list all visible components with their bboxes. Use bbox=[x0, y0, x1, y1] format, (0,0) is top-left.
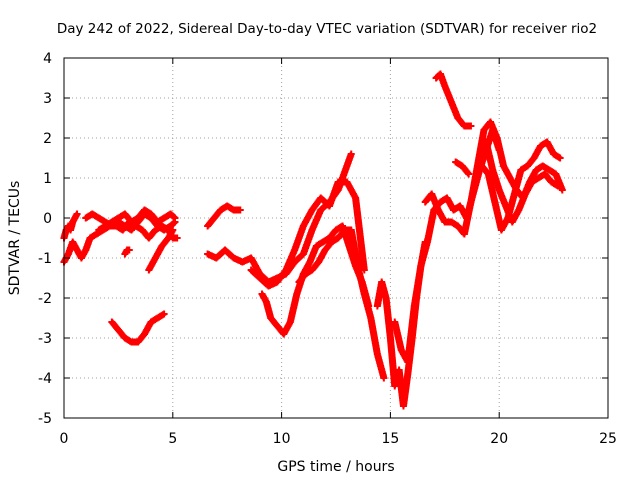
data-point bbox=[558, 186, 566, 194]
y-tick-label: 1 bbox=[43, 171, 52, 187]
x-axis-label: GPS time / hours bbox=[277, 459, 394, 475]
data-point bbox=[556, 154, 564, 162]
data-point bbox=[465, 170, 473, 178]
data-point bbox=[160, 310, 168, 318]
data-point bbox=[380, 374, 388, 382]
x-tick-label: 15 bbox=[381, 431, 399, 447]
data-point bbox=[173, 234, 181, 242]
x-tick-label: 20 bbox=[490, 431, 508, 447]
data-point bbox=[347, 150, 355, 158]
plot-frame bbox=[63, 57, 609, 419]
y-tick-label: -3 bbox=[38, 331, 52, 347]
tick-layer bbox=[63, 57, 609, 419]
y-tick-label: -4 bbox=[38, 371, 52, 387]
data-point bbox=[236, 206, 244, 214]
data-layer bbox=[60, 70, 566, 410]
y-tick-label: 3 bbox=[43, 91, 52, 107]
x-tick-label: 5 bbox=[168, 431, 177, 447]
data-point bbox=[169, 226, 177, 234]
data-point bbox=[467, 122, 475, 130]
data-point bbox=[171, 214, 179, 222]
y-tick-label: -1 bbox=[38, 251, 52, 267]
x-tick-label: 10 bbox=[273, 431, 291, 447]
y-tick-label: 4 bbox=[43, 51, 52, 67]
y-tick-label: 0 bbox=[43, 211, 52, 227]
y-axis-label: SDTVAR / TECUs bbox=[7, 181, 23, 296]
y-tick-label: -5 bbox=[38, 411, 52, 427]
chart-title: Day 242 of 2022, Sidereal Day-to-day VTE… bbox=[57, 21, 597, 37]
y-tick-label: -2 bbox=[38, 291, 52, 307]
grid-layer bbox=[64, 58, 608, 418]
data-point bbox=[73, 210, 81, 218]
y-tick-label: 2 bbox=[43, 131, 52, 147]
x-tick-label: 25 bbox=[599, 431, 617, 447]
data-point bbox=[554, 182, 562, 190]
x-tick-label: 0 bbox=[60, 431, 69, 447]
tick-label-layer: 0 5 10 15 20 25 -5 -4 -3 -2 -1 0 1 2 3 4 bbox=[38, 51, 617, 447]
data-point bbox=[125, 246, 133, 254]
